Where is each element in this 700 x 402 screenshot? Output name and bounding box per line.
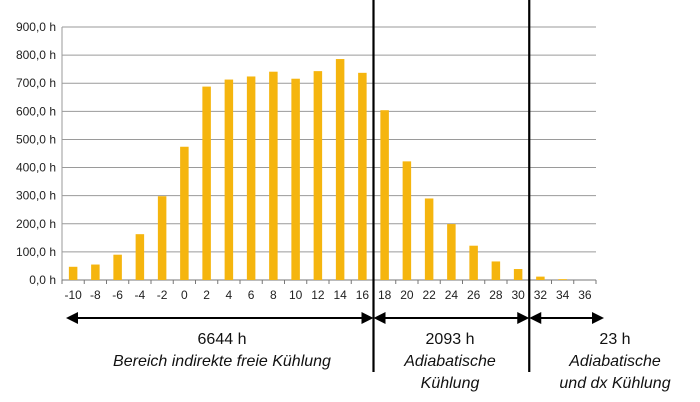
x-tick-label: 28 (489, 288, 503, 302)
y-tick-label: 0,0 h (29, 273, 56, 287)
zone-dividers (372, 0, 531, 372)
y-tick-label: 300,0 h (16, 189, 56, 203)
zone-hours: 6644 h (198, 331, 247, 348)
x-tick-label: 30 (511, 288, 525, 302)
x-tick-label: 4 (226, 288, 233, 302)
zone-description: Adiabatische (568, 353, 661, 370)
bar (491, 261, 501, 280)
x-tick-label: 18 (378, 288, 392, 302)
bar (513, 269, 523, 280)
bar (424, 198, 434, 280)
y-tick-label: 400,0 h (16, 161, 56, 175)
bar (335, 59, 345, 281)
bar (113, 254, 122, 280)
x-tick-label: -6 (112, 288, 123, 302)
bar (180, 146, 189, 280)
x-tick-label: 36 (578, 288, 592, 302)
bar (202, 86, 211, 281)
y-tick-label: 800,0 h (16, 48, 56, 62)
bar (536, 276, 545, 280)
x-tick-label: 24 (445, 288, 459, 302)
y-axis-tick-labels: 0,0 h 100,0 h 200,0 h 300,0 h 400,0 h 500,0 h… (16, 20, 56, 287)
zone-arrows (66, 312, 604, 324)
x-tick-label: 22 (422, 288, 436, 302)
x-axis-tick-labels: -10 -8 -6 -4 -2 0 2 4 6 8 10 12 14 16 18 20 22 24 26 28 30 32… (64, 288, 591, 302)
bars (68, 59, 567, 281)
bar (157, 196, 167, 280)
bar (91, 264, 100, 280)
bar (358, 72, 367, 281)
arrowhead (592, 312, 604, 324)
x-tick-label: 2 (203, 288, 210, 302)
x-tick-label: 34 (556, 288, 570, 302)
zone-description-line2: und dx Kühlung (559, 375, 670, 392)
y-tick-label: 700,0 h (16, 76, 56, 90)
y-tick-label: 200,0 h (16, 217, 56, 231)
x-tick-label: 8 (270, 288, 277, 302)
y-tick-label: 900,0 h (16, 20, 56, 34)
arrowhead (517, 312, 530, 324)
x-tick-label: -2 (157, 288, 168, 302)
arrowhead (373, 312, 386, 324)
y-tick-label: 600,0 h (16, 104, 56, 118)
bar (447, 224, 456, 280)
zone-labels: 6644 h Bereich indirekte freie Kühlung 209… (113, 331, 671, 392)
x-tick-label: 26 (467, 288, 481, 302)
bar (291, 78, 300, 280)
zone-description: Bereich indirekte freie Kühlung (113, 353, 331, 370)
x-tick-label: 16 (356, 288, 370, 302)
arrowhead (529, 312, 542, 324)
bar (558, 279, 567, 280)
gridlines (61, 26, 597, 284)
bar (313, 71, 323, 280)
bar (469, 245, 478, 280)
y-tick-label: 500,0 h (16, 132, 56, 146)
x-tick-label: -4 (135, 288, 146, 302)
bar (68, 266, 78, 280)
x-tick-label: 0 (181, 288, 188, 302)
bar (135, 234, 145, 280)
bar (269, 71, 278, 281)
bar (402, 161, 412, 280)
zone-hours: 2093 h (426, 331, 475, 348)
x-tick-label: 6 (248, 288, 255, 302)
zone-description: Adiabatische (403, 353, 496, 370)
bar (380, 110, 389, 280)
arrowhead (66, 312, 78, 324)
x-tick-label: 12 (311, 288, 325, 302)
x-tick-label: 10 (289, 288, 303, 302)
zone-description-line2: Kühlung (421, 375, 480, 392)
x-tick-label: 32 (534, 288, 548, 302)
bar (246, 76, 256, 280)
bar (224, 79, 234, 280)
x-tick-label: -10 (64, 288, 82, 302)
arrowhead (361, 312, 374, 324)
y-tick-label: 100,0 h (16, 245, 56, 259)
x-tick-label: -8 (90, 288, 101, 302)
zone-hours: 23 h (599, 331, 630, 348)
x-tick-label: 14 (333, 288, 347, 302)
x-tick-label: 20 (400, 288, 414, 302)
